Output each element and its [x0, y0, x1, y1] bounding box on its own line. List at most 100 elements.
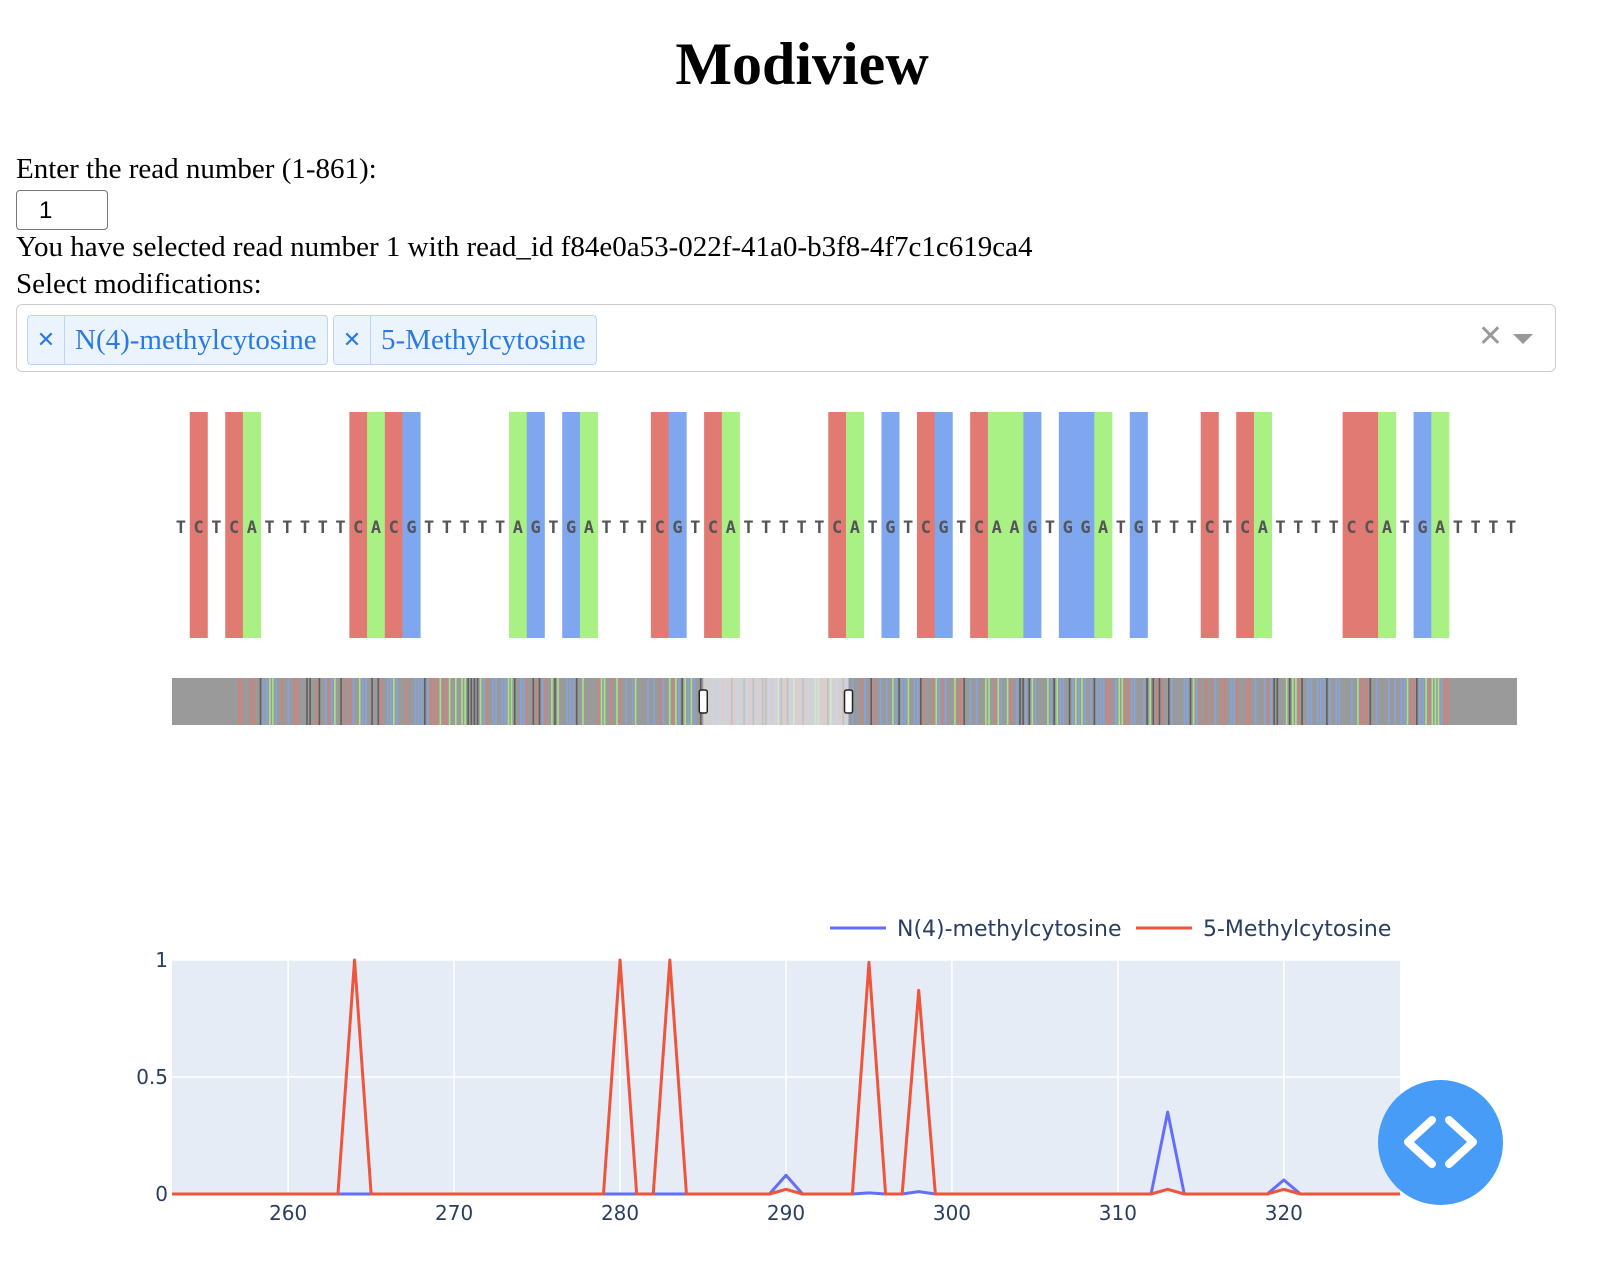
overview-tick: [597, 678, 600, 725]
base-letter: A: [1009, 518, 1019, 538]
overview-tick: [1295, 678, 1297, 725]
overview-tick: [1431, 678, 1434, 725]
overview-tick: [1090, 678, 1093, 725]
close-icon[interactable]: ✕: [334, 316, 371, 364]
overview-tick: [318, 678, 321, 725]
overview-tick: [551, 678, 553, 725]
series-line: [172, 958, 1400, 1196]
overview-tick: [1428, 678, 1430, 725]
overview-tick: [938, 678, 941, 725]
base-letter: T: [814, 518, 824, 538]
modification-probability-chart[interactable]: 260 270 280 290 300 310 320 0 0.5 1 N(4)-methylcyt…: [0, 900, 1604, 1262]
overview-tick: [424, 678, 426, 725]
overview-tick: [1096, 678, 1099, 725]
overview-tick: [662, 678, 665, 725]
base-bar: [1094, 412, 1113, 638]
overview-tick: [1419, 678, 1421, 725]
base-letter: T: [903, 518, 913, 538]
overview-tick: [895, 678, 897, 725]
close-icon[interactable]: ✕: [1477, 319, 1503, 354]
overview-tick: [672, 678, 674, 725]
base-letter: T: [1169, 518, 1179, 538]
base-letter: T: [797, 518, 807, 538]
overview-tick: [1360, 678, 1362, 725]
overview-tick: [455, 678, 457, 725]
base-letter: C: [1364, 518, 1374, 538]
overview-tick: [687, 678, 690, 725]
overview-tick: [315, 678, 318, 725]
overview-tick: [916, 678, 919, 725]
base-bar: [1413, 412, 1432, 638]
overview-tick: [340, 678, 342, 725]
x-tick-label: 320: [1265, 1201, 1303, 1225]
selected-read-info: You have selected read number 1 with rea…: [16, 231, 1033, 263]
read-number-input[interactable]: [16, 190, 108, 230]
overview-tick: [1006, 678, 1009, 725]
base-letter: C: [921, 518, 931, 538]
overview-tick: [1034, 678, 1037, 725]
base-letter: T: [264, 518, 274, 538]
overview-tick: [541, 678, 544, 725]
overview-tick: [904, 678, 907, 725]
base-bar: [916, 412, 935, 638]
overview-tick: [1236, 678, 1238, 725]
overview-tick: [362, 678, 364, 725]
overview-tick: [610, 678, 612, 725]
overview-tick: [879, 678, 882, 725]
overview-tick: [417, 678, 420, 725]
close-icon[interactable]: ✕: [28, 316, 65, 364]
overview-tick: [1047, 678, 1049, 725]
overview-tick: [358, 678, 361, 725]
overview-tick: [1155, 678, 1158, 725]
overview-tick: [647, 678, 649, 725]
overview-tick: [513, 678, 516, 725]
x-tick-label: 270: [435, 1201, 473, 1225]
overview-tick: [566, 678, 569, 725]
code-toggle-button[interactable]: [1378, 1080, 1503, 1205]
overview-tick: [957, 678, 959, 725]
overview-tick: [625, 678, 628, 725]
y-tick-label: 0.5: [136, 1065, 168, 1089]
base-letter: T: [1311, 518, 1321, 538]
overview-tick: [941, 678, 944, 725]
overview-tick: [1084, 678, 1086, 725]
overview-tick: [1350, 678, 1353, 725]
base-letter: A: [513, 518, 523, 538]
modifications-label: Select modifications:: [16, 268, 262, 300]
chevron-down-icon[interactable]: [1513, 334, 1533, 344]
range-handle-left: [698, 689, 709, 714]
overview-tick: [343, 678, 345, 725]
overview-tick: [932, 678, 934, 725]
base-letter: C: [1240, 518, 1250, 538]
overview-tick: [427, 678, 429, 725]
overview-tick: [430, 678, 432, 725]
modifications-dropdown[interactable]: ✕ N(4)-methylcytosine ✕ 5-Methylcytosine…: [16, 304, 1556, 372]
base-bar: [704, 412, 723, 638]
overview-tick: [1115, 678, 1117, 725]
overview-tick: [944, 678, 947, 725]
overview-tick: [1118, 678, 1120, 725]
base-letter: T: [282, 518, 292, 538]
base-bar: [562, 412, 581, 638]
base-letter: T: [779, 518, 789, 538]
x-tick-label: 300: [933, 1201, 971, 1225]
base-bar: [1431, 412, 1450, 638]
overview-tick: [1050, 678, 1052, 725]
overview-tick: [1168, 678, 1170, 725]
overview-tick: [1031, 678, 1034, 725]
overview-tick: [675, 678, 677, 725]
base-letter: G: [672, 518, 682, 538]
base-letter: T: [495, 518, 505, 538]
base-letter: C: [1204, 518, 1214, 538]
base-bar: [650, 412, 669, 638]
overview-tick: [349, 678, 352, 725]
overview-tick: [1195, 678, 1198, 725]
base-letter: G: [938, 518, 948, 538]
overview-tick: [1440, 678, 1443, 725]
read-number-label: Enter the read number (1-861):: [16, 153, 377, 185]
modification-chip-label: 5-Methylcytosine: [381, 323, 586, 356]
overview-tick: [870, 678, 872, 725]
base-bar: [189, 412, 208, 638]
page-title: Modiview: [675, 31, 929, 97]
